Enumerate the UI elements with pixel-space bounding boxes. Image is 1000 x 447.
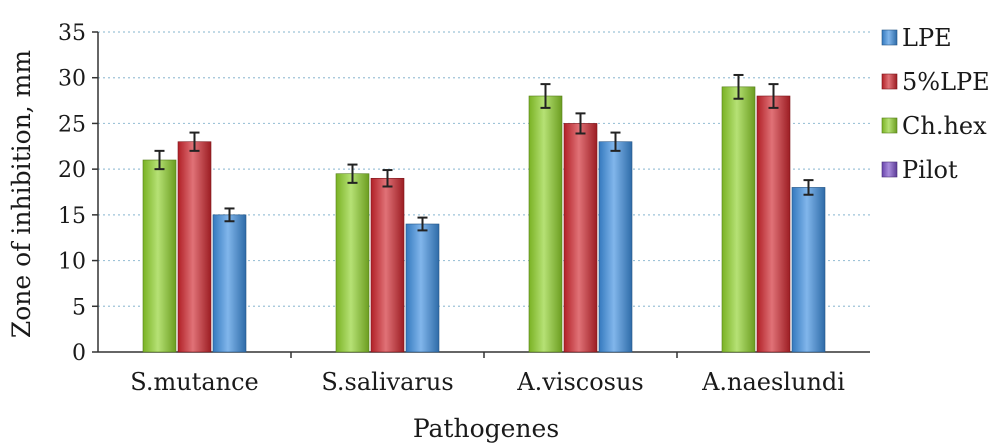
error-bar [417,216,428,232]
x-tick-label: A.naeslundi [701,368,845,396]
error-bar [154,149,165,171]
y-tick-label: 20 [58,158,86,183]
error-bar [575,112,586,135]
y-tick-label: 30 [58,67,86,92]
error-bar [224,207,235,223]
bar [563,123,598,353]
legend-item: Pilot [881,156,958,184]
bar [212,214,247,353]
y-tick-label: 15 [58,204,86,229]
bar [528,95,563,353]
legend-swatch [881,29,898,46]
y-axis-title: Zone of inhibition, mm [7,50,36,339]
legend-item: Ch.hex [881,112,987,140]
legend-label: 5%LPE [902,68,990,96]
y-tick-label: 0 [72,341,86,366]
legend-label: Pilot [902,156,958,184]
bar [721,86,756,353]
error-bar [347,163,358,184]
legend-swatch [881,117,898,134]
y-tick-label: 10 [58,250,86,275]
error-bars [154,73,814,232]
error-bar [540,83,551,109]
bar [370,177,405,353]
legend-item: 5%LPE [881,68,990,96]
error-bar [733,73,744,100]
error-bar [382,169,393,188]
legend-swatch [881,161,898,178]
x-axis: S.mutance S.salivarus A.viscosus A.naeslund… [98,351,870,396]
error-bar [803,179,814,196]
error-bar [189,131,200,152]
bar [756,95,791,353]
legend-item: LPE [881,24,952,52]
bar [598,141,633,353]
gridlines [98,31,870,307]
bar [405,223,440,353]
error-bar [768,83,779,109]
bar [791,187,826,353]
bar [177,141,212,353]
legend-label: LPE [902,24,952,52]
legend: LPE 5%LPE Ch.hex Pilot [881,24,990,184]
y-tick-label: 25 [58,112,86,137]
y-tick-label: 35 [58,21,86,46]
x-axis-title: Pathogenes [413,414,559,443]
bar [335,173,370,353]
legend-swatch [881,73,898,90]
x-tick-label: A.viscosus [516,368,644,396]
legend-label: Ch.hex [902,112,987,140]
bar [142,159,177,353]
x-tick-label: S.mutance [130,368,258,396]
y-tick-label: 5 [72,295,86,320]
x-tick-label: S.salivarus [321,368,453,396]
y-axis: 0 5 10 15 20 25 30 35 [58,21,99,366]
error-bar [610,131,621,152]
bars [142,86,826,353]
